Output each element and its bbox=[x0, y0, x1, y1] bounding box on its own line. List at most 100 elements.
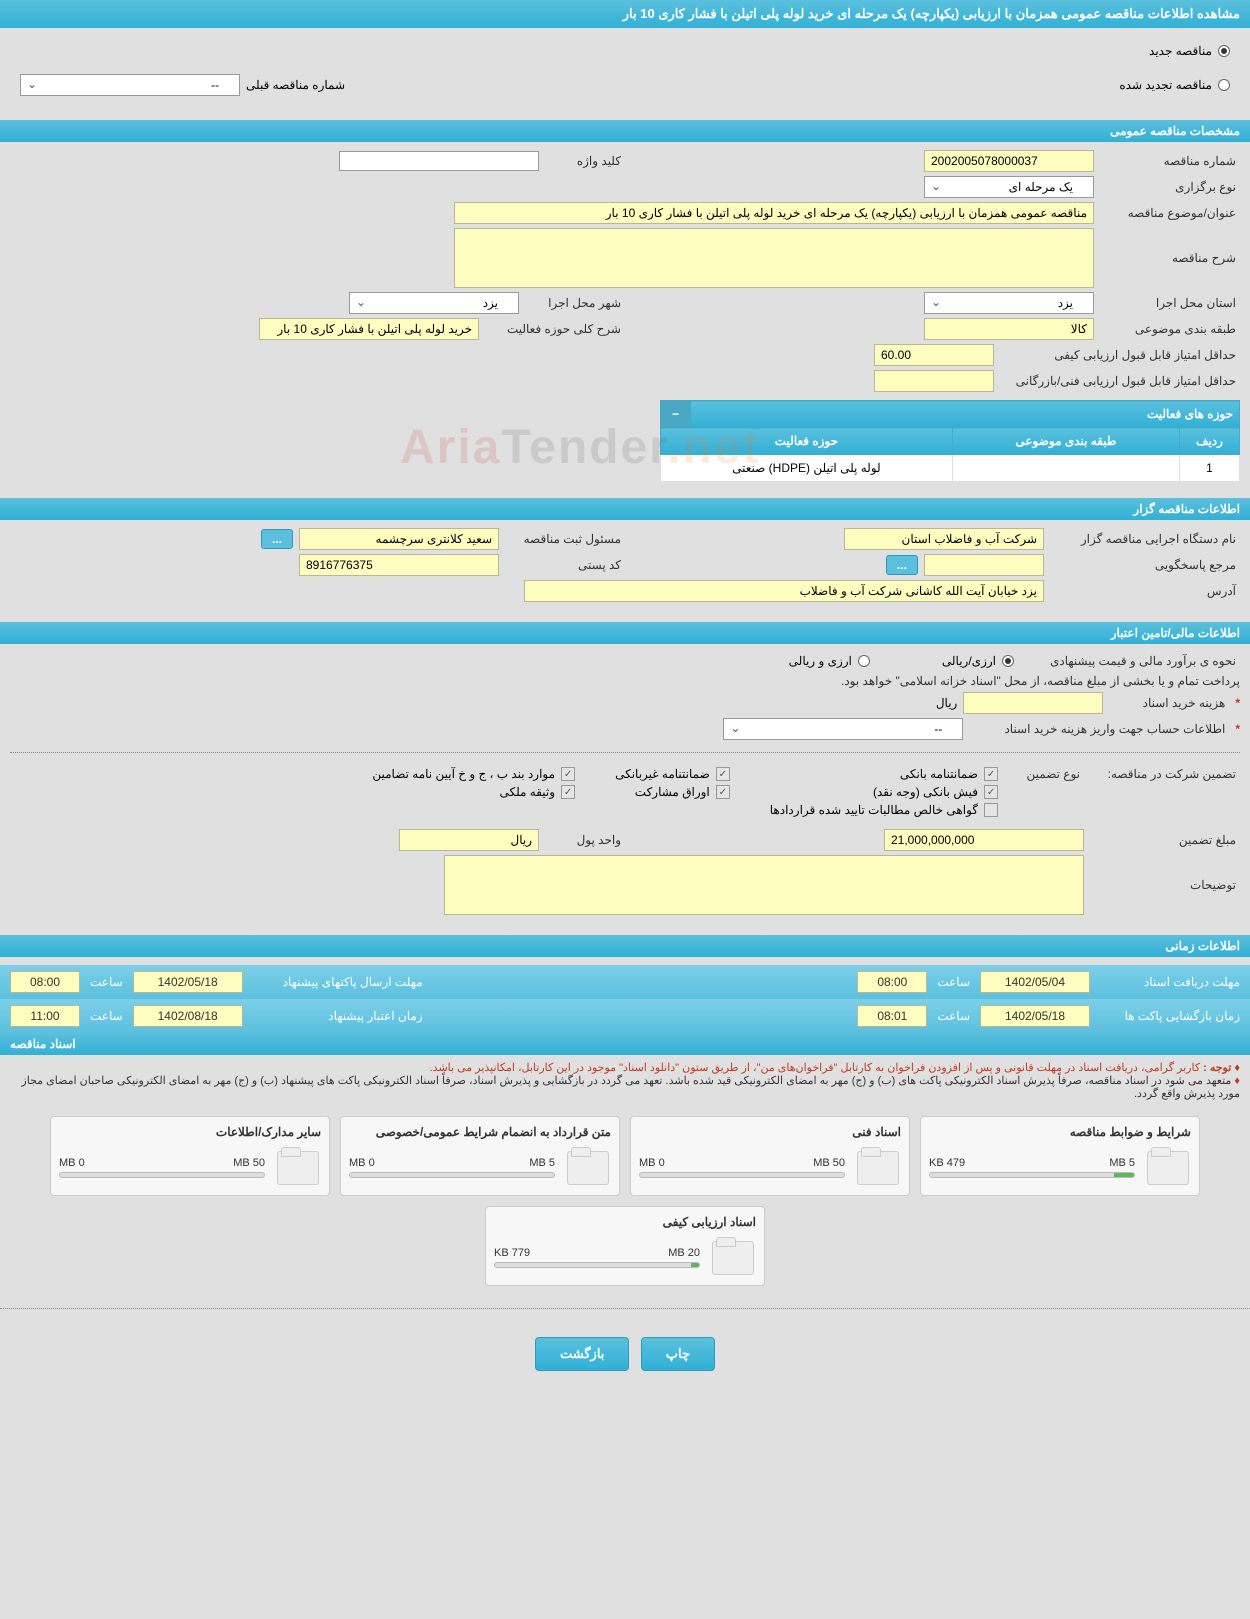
time-label-4: ساعت bbox=[90, 1009, 123, 1023]
chk-regulation-items-label: موارد بند ب ، ج و خ آیین نامه تضامین bbox=[372, 767, 555, 781]
org-name-field: شرکت آب و فاضلاب استان bbox=[844, 528, 1044, 550]
respond-label: مرجع پاسخگویی bbox=[1050, 556, 1240, 574]
prev-tender-num-dropdown[interactable]: -- bbox=[20, 74, 240, 96]
radio-fx[interactable] bbox=[858, 655, 870, 667]
doc-title: اسناد فنی bbox=[639, 1125, 901, 1139]
subject-label: عنوان/موضوع مناقصه bbox=[1100, 204, 1240, 222]
radio-new-tender[interactable] bbox=[1218, 45, 1230, 57]
chk-bank-guarantee[interactable]: ✓ bbox=[984, 767, 998, 781]
radio-rial[interactable] bbox=[1002, 655, 1014, 667]
envelope-send-label: مهلت ارسال پاکتهای پیشنهاد bbox=[253, 975, 423, 989]
chk-bank-guarantee-label: ضمانتنامه بانکی bbox=[900, 767, 978, 781]
section-organizer-body: نام دستگاه اجرایی مناقصه گزار شرکت آب و … bbox=[0, 520, 1250, 614]
radio-fx-label: ارزی و ریالی bbox=[789, 654, 852, 668]
doc-title: شرایط و ضوابط مناقصه bbox=[929, 1125, 1191, 1139]
doc-progress-bar bbox=[639, 1172, 845, 1178]
city-label: شهر محل اجرا bbox=[525, 294, 625, 312]
activities-toggle-icon[interactable]: − bbox=[661, 401, 691, 428]
validity-date: 1402/08/18 bbox=[133, 1005, 243, 1027]
doc-card-technical[interactable]: اسناد فنی 50 MB0 MB bbox=[630, 1116, 910, 1196]
timing-row-2: زمان بازگشایی پاکت ها 1402/05/18 ساعت 08… bbox=[0, 999, 1250, 1033]
guarantee-amount-label: مبلغ تضمین bbox=[1090, 831, 1240, 849]
city-dropdown[interactable]: یزد bbox=[349, 292, 519, 314]
estimate-label: نحوه ی برآورد مالی و قیمت پیشنهادی bbox=[1020, 652, 1240, 670]
activity-desc-field: خرید لوله پلی اتیلن با فشار کاری 10 بار bbox=[259, 318, 479, 340]
doc-used: 0 MB bbox=[349, 1157, 375, 1169]
keyword-input[interactable] bbox=[339, 151, 539, 171]
chk-cash-label: فیش بانکی (وجه نقد) bbox=[873, 785, 978, 799]
doc-title: سایر مدارک/اطلاعات bbox=[59, 1125, 321, 1139]
min-quality-field: 60.00 bbox=[874, 344, 994, 366]
doc-card-conditions[interactable]: شرایط و ضوابط مناقصه 5 MB479 KB bbox=[920, 1116, 1200, 1196]
description-field[interactable] bbox=[454, 228, 1094, 288]
bullet-icon: ♦ bbox=[1234, 1062, 1240, 1074]
respond-field bbox=[924, 554, 1044, 576]
asterisk-icon: * bbox=[1235, 722, 1240, 736]
doc-card-quality[interactable]: اسناد ارزیابی کیفی 20 MB779 KB bbox=[485, 1206, 765, 1286]
currency-field: ریال bbox=[399, 829, 539, 851]
cell-class bbox=[952, 455, 1179, 482]
responsible-lookup-button[interactable]: ... bbox=[261, 529, 293, 549]
radio-new-tender-label: مناقصه جدید bbox=[1149, 44, 1212, 58]
doc-card-contract[interactable]: متن قرارداد به انضمام شرایط عمومی/خصوصی … bbox=[340, 1116, 620, 1196]
chk-contract-receivables-label: گواهی خالص مطالبات تایید شده قراردادها bbox=[770, 803, 978, 817]
chk-property[interactable]: ✓ bbox=[561, 785, 575, 799]
asterisk-icon: * bbox=[1235, 696, 1240, 710]
chk-regulation-items[interactable]: ✓ bbox=[561, 767, 575, 781]
doc-receive-label: مهلت دریافت اسناد bbox=[1100, 975, 1240, 989]
col-row: ردیف bbox=[1180, 428, 1240, 455]
button-row: چاپ بازگشت bbox=[0, 1321, 1250, 1387]
doc-card-other[interactable]: سایر مدارک/اطلاعات 50 MB0 MB bbox=[50, 1116, 330, 1196]
activities-table: حوزه های فعالیت − ردیف طبقه بندی موضوعی … bbox=[660, 400, 1240, 482]
doc-progress-fill bbox=[1114, 1173, 1134, 1177]
radio-renewed-tender[interactable] bbox=[1218, 79, 1230, 91]
activities-title: حوزه های فعالیت bbox=[691, 401, 1240, 428]
explanation-field[interactable] bbox=[444, 855, 1084, 915]
doc-total: 50 MB bbox=[813, 1157, 845, 1169]
guarantee-type-label: نوع تضمین bbox=[1004, 765, 1084, 783]
print-button[interactable]: چاپ bbox=[641, 1337, 715, 1371]
back-button[interactable]: بازگشت bbox=[535, 1337, 629, 1371]
timing-row-1: مهلت دریافت اسناد 1402/05/04 ساعت 08:00 … bbox=[0, 965, 1250, 999]
chk-property-label: وثیقه ملکی bbox=[499, 785, 555, 799]
section-organizer-header: اطلاعات مناقصه گزار bbox=[0, 498, 1250, 520]
dotted-separator bbox=[10, 752, 1240, 753]
chk-nonbank-guarantee[interactable]: ✓ bbox=[716, 767, 730, 781]
folder-icon bbox=[563, 1147, 611, 1187]
activities-table-holder: حوزه های فعالیت − ردیف طبقه بندی موضوعی … bbox=[10, 400, 1240, 482]
account-dropdown[interactable]: -- bbox=[723, 718, 963, 740]
section-financial-body: نحوه ی برآورد مالی و قیمت پیشنهادی ارزی/… bbox=[0, 644, 1250, 927]
envelope-send-time: 08:00 bbox=[10, 971, 80, 993]
cell-activity: لوله پلی اتیلن (HDPE) صنعتی bbox=[661, 455, 953, 482]
type-dropdown[interactable]: یک مرحله ای bbox=[924, 176, 1094, 198]
radio-new-tender-row: مناقصه جدید bbox=[10, 36, 1240, 66]
doc-progress-bar bbox=[494, 1262, 700, 1268]
folder-icon bbox=[853, 1147, 901, 1187]
cell-idx: 1 bbox=[1180, 455, 1240, 482]
description-label: شرح مناقصه bbox=[1100, 249, 1240, 267]
section-timing-body: مهلت دریافت اسناد 1402/05/04 ساعت 08:00 … bbox=[0, 965, 1250, 1033]
col-class: طبقه بندی موضوعی bbox=[952, 428, 1179, 455]
open-time: 08:01 bbox=[857, 1005, 927, 1027]
page-title: مشاهده اطلاعات مناقصه عمومی همزمان با ار… bbox=[623, 6, 1240, 21]
doc-receive-date: 1402/05/04 bbox=[980, 971, 1090, 993]
guarantee-label: تضمین شرکت در مناقصه: bbox=[1090, 765, 1240, 783]
bullet-icon: ♦ bbox=[1234, 1075, 1240, 1087]
responsible-label: مسئول ثبت مناقصه bbox=[505, 530, 625, 548]
doc-receive-time: 08:00 bbox=[857, 971, 927, 993]
guarantee-amount-field: 21,000,000,000 bbox=[884, 829, 1084, 851]
address-field: یزد خیابان آیت الله کاشانی شرکت آب و فاض… bbox=[524, 580, 1044, 602]
postal-field: 8916776375 bbox=[299, 554, 499, 576]
tender-mode-area: مناقصه جدید مناقصه تجدید شده شماره مناقص… bbox=[0, 28, 1250, 112]
section-general-body: شماره مناقصه 2002005078000037 کلید واژه … bbox=[0, 142, 1250, 490]
keyword-label: کلید واژه bbox=[545, 152, 625, 170]
province-dropdown[interactable]: یزد bbox=[924, 292, 1094, 314]
chk-bonds[interactable]: ✓ bbox=[716, 785, 730, 799]
envelope-send-date: 1402/05/18 bbox=[133, 971, 243, 993]
activity-desc-label: شرح کلی حوزه فعالیت bbox=[485, 320, 625, 338]
validity-time: 11:00 bbox=[10, 1005, 80, 1027]
chk-contract-receivables[interactable] bbox=[984, 803, 998, 817]
respond-lookup-button[interactable]: ... bbox=[886, 555, 918, 575]
doc-progress-bar bbox=[349, 1172, 555, 1178]
chk-cash[interactable]: ✓ bbox=[984, 785, 998, 799]
